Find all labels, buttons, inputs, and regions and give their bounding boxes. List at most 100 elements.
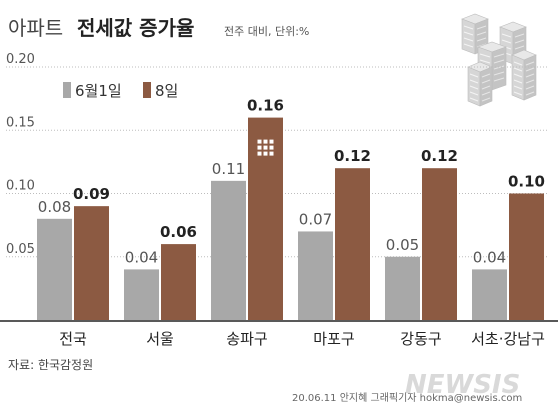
- building-window-row: [514, 33, 525, 38]
- building-window-row: [476, 31, 487, 36]
- building-left-face: [467, 66, 481, 107]
- window-pane: [269, 145, 274, 150]
- bar-value-label: 0.08: [38, 198, 71, 216]
- window-pane: [263, 151, 268, 156]
- bar: [211, 180, 246, 320]
- building-window-row: [481, 91, 491, 96]
- building-window-row: [469, 97, 479, 102]
- window-pane: [257, 151, 262, 156]
- building-window-row: [493, 53, 505, 58]
- bar: [385, 256, 420, 320]
- building-window-row: [525, 91, 535, 96]
- window-pane: [257, 139, 262, 144]
- bar-value-label: 0.10: [508, 173, 545, 191]
- legend: 6월1일 8일: [63, 82, 178, 100]
- building-window-row: [513, 85, 523, 90]
- building-window-row: [463, 43, 474, 48]
- building-window-row: [476, 25, 487, 30]
- building-window-row: [513, 61, 523, 66]
- bar: [472, 269, 507, 320]
- bar: [298, 231, 333, 320]
- building-window-row: [513, 67, 523, 72]
- bar: [74, 206, 109, 320]
- building-window-row: [463, 25, 474, 30]
- legend-swatch: [63, 82, 71, 98]
- building-window-row: [493, 71, 505, 76]
- building-window-row: [469, 79, 479, 84]
- building-left-face: [461, 18, 476, 55]
- category-label: 전국: [59, 330, 87, 348]
- bar-value-label: 0.16: [247, 97, 284, 115]
- bar-value-label: 0.04: [125, 248, 158, 266]
- building-window-row: [513, 79, 523, 84]
- building-window-row: [525, 79, 535, 84]
- building-right-face: [479, 66, 493, 107]
- building-window-row: [481, 97, 491, 102]
- building-window-row: [514, 39, 525, 44]
- bar-value-label: 0.05: [386, 236, 419, 254]
- watermark-logo: NEWSIS: [405, 370, 520, 400]
- bar: [422, 168, 457, 320]
- bar: [161, 244, 196, 320]
- apartment-buildings-icon: [461, 13, 537, 107]
- building-window-row: [501, 33, 512, 38]
- building-window-row: [469, 85, 479, 90]
- building-window-row: [525, 61, 535, 66]
- window-pane: [263, 145, 268, 150]
- bar-value-label: 0.12: [421, 147, 458, 165]
- title-part1: 아파트: [8, 16, 63, 40]
- legend-label: 6월1일: [75, 82, 122, 100]
- bar-value-labels: 0.080.090.040.060.110.160.070.120.050.12…: [38, 97, 545, 267]
- window-pane: [269, 151, 274, 156]
- bar-value-label: 0.07: [299, 210, 332, 228]
- category-label: 강동구: [400, 330, 441, 348]
- building-window-row: [525, 73, 535, 78]
- building-window-row: [513, 91, 523, 96]
- bar: [124, 269, 159, 320]
- building-window-row: [469, 73, 479, 78]
- bar: [335, 168, 370, 320]
- building-window-row: [463, 31, 474, 36]
- category-labels: 전국 서울 송파구 마포구 강동구 서초·강남구: [59, 330, 545, 348]
- subtitle: 전주 대비, 단위:%: [224, 25, 309, 38]
- bar-value-label: 0.11: [212, 160, 245, 178]
- window-pane: [269, 139, 274, 144]
- bars: [37, 117, 544, 320]
- category-label: 마포구: [313, 330, 354, 348]
- building-window-row: [525, 85, 535, 90]
- building-window-row: [481, 79, 491, 84]
- category-label: 서초·강남구: [471, 330, 545, 348]
- building-window-row: [493, 59, 505, 64]
- building-window-row: [493, 77, 505, 82]
- bar-value-label: 0.04: [473, 248, 506, 266]
- building-window-row: [514, 45, 525, 50]
- building-window-row: [476, 37, 487, 42]
- y-tick-label: 0.20: [6, 52, 35, 67]
- category-label: 서울: [146, 330, 174, 348]
- source-text: 자료: 한국감정원: [8, 358, 93, 372]
- building-window-row: [479, 59, 491, 64]
- bar-value-label: 0.12: [334, 147, 371, 165]
- building-window-row: [501, 39, 512, 44]
- bar-value-label: 0.09: [73, 185, 110, 203]
- y-axis-ticks: 0.20 0.15 0.10 0.05: [6, 52, 35, 257]
- legend-label: 8일: [155, 82, 178, 100]
- y-tick-label: 0.10: [6, 179, 35, 194]
- building-window-row: [513, 73, 523, 78]
- bar: [509, 193, 544, 320]
- bar-value-label: 0.06: [160, 223, 197, 241]
- y-tick-label: 0.05: [6, 242, 35, 257]
- category-label: 송파구: [226, 330, 267, 348]
- building-window-row: [479, 53, 491, 58]
- window-icon: [257, 139, 274, 156]
- y-tick-label: 0.15: [6, 115, 35, 130]
- building-window-row: [463, 37, 474, 42]
- building-window-row: [481, 73, 491, 78]
- bar: [248, 117, 283, 320]
- legend-swatch: [143, 82, 151, 98]
- building-window-row: [469, 91, 479, 96]
- building-window-row: [481, 85, 491, 90]
- bar: [37, 218, 72, 320]
